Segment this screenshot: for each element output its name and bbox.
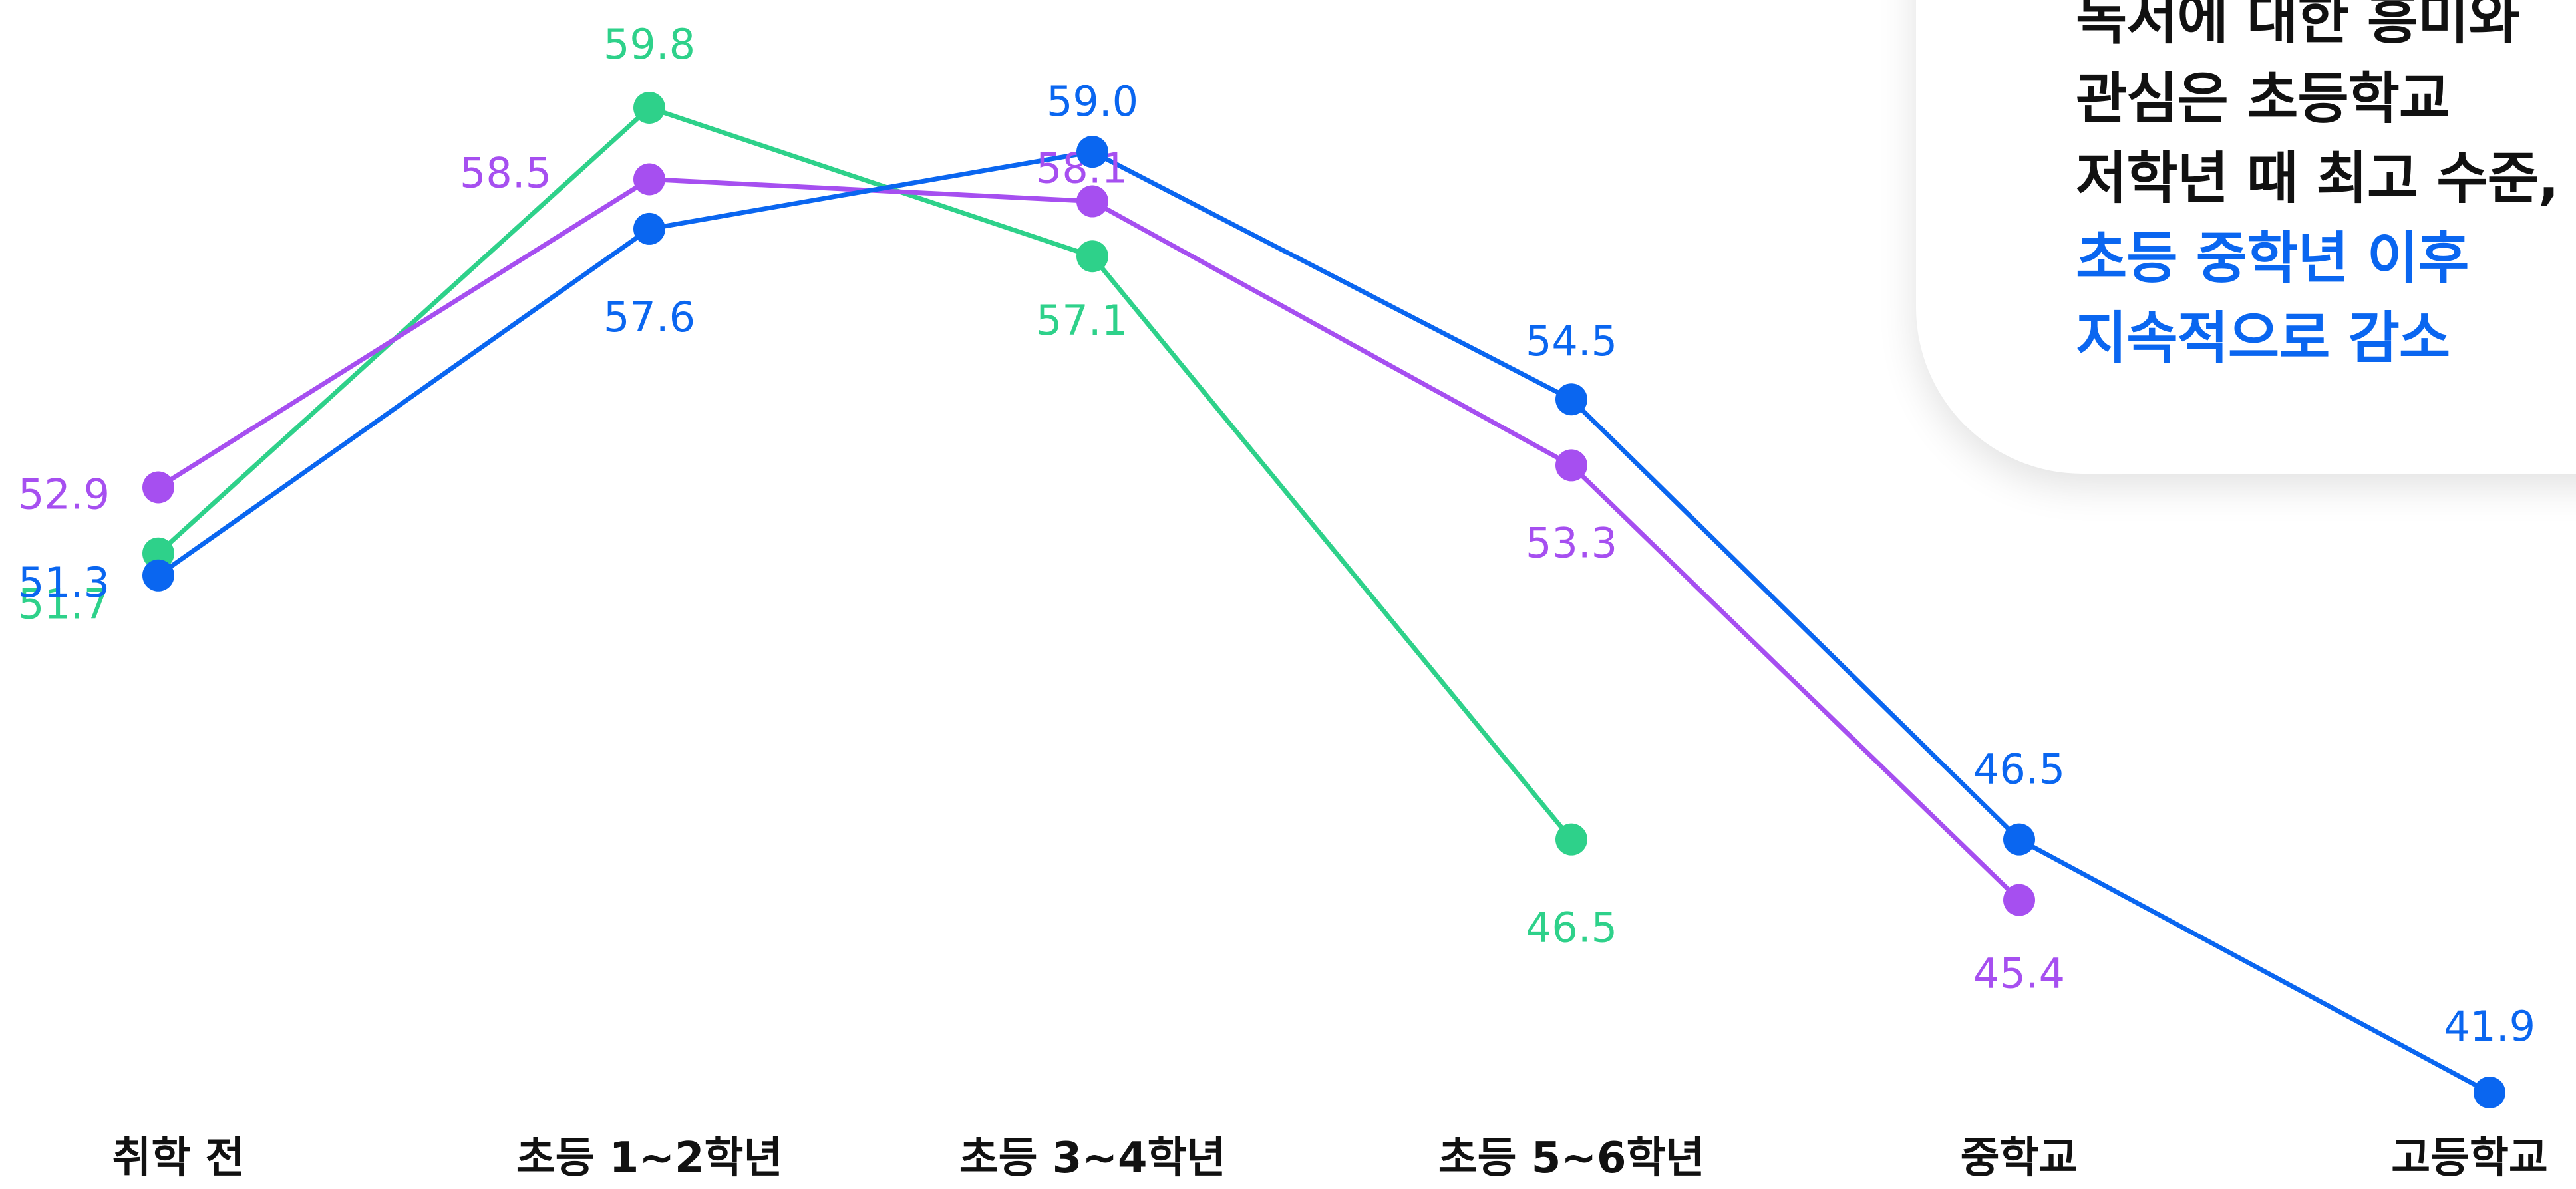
callout-line: 관심은 초등학교 [2076, 66, 2450, 131]
data-point [2003, 884, 2035, 916]
data-label: 53.3 [1526, 518, 1617, 567]
data-label: 57.1 [1036, 296, 1128, 345]
data-label: 57.6 [603, 293, 695, 341]
data-point [2003, 823, 2035, 856]
data-label: 46.5 [1526, 904, 1617, 952]
x-tick-label: 고등학교 [2391, 1134, 2548, 1183]
x-tick-label: 초등 5~6학년 [1438, 1134, 1705, 1183]
data-point [1076, 136, 1108, 168]
data-point [633, 92, 665, 124]
data-point [1555, 383, 1587, 416]
data-label: 58.5 [460, 148, 552, 197]
data-label: 45.4 [1973, 949, 2065, 998]
data-point [633, 163, 665, 196]
data-point [142, 537, 174, 570]
data-label: 59.8 [603, 20, 695, 69]
x-tick-label: 취학 전 [112, 1134, 245, 1183]
callout-line: 독서에 대한 흥미와 [2076, 0, 2520, 51]
callout-text: 독서에 대한 흥미와 관심은 초등학교 저학년 때 최고 수준, 초등 중학년 … [2076, 0, 2559, 378]
data-point [1555, 449, 1587, 482]
data-label: 51.3 [18, 558, 110, 607]
data-label: 51.7 [18, 580, 110, 629]
series-line [156, 105, 1574, 842]
data-point [633, 212, 665, 245]
data-label: 54.5 [1526, 317, 1617, 365]
callout-line-highlight: 지속적으로 감소 [2076, 305, 2450, 371]
callout-line-highlight: 초등 중학년 이후 [2076, 226, 2469, 291]
data-point [1076, 240, 1108, 273]
series-line [156, 176, 2022, 903]
data-label: 41.9 [2444, 1002, 2535, 1051]
x-tick-label: 초등 1~2학년 [516, 1134, 783, 1183]
series-line [156, 149, 2492, 1095]
x-tick-label: 중학교 [1961, 1134, 2078, 1183]
data-point [142, 471, 174, 504]
callout-card: 독서에 대한 흥미와 관심은 초등학교 저학년 때 최고 수준, 초등 중학년 … [1916, 0, 2576, 474]
data-label: 52.9 [18, 470, 110, 519]
data-point [1555, 823, 1587, 856]
data-point [1076, 185, 1108, 218]
data-label: 46.5 [1973, 745, 2065, 794]
callout-line: 저학년 때 최고 수준, [2076, 146, 2559, 211]
data-label: 59.0 [1046, 77, 1138, 126]
data-point [142, 559, 174, 592]
x-tick-label: 초등 3~4학년 [959, 1134, 1226, 1183]
data-point [2474, 1077, 2505, 1108]
